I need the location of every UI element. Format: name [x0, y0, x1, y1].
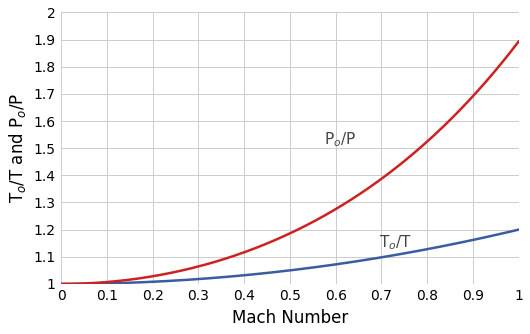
Text: T$_o$/T: T$_o$/T: [379, 233, 412, 252]
Text: P$_o$/P: P$_o$/P: [324, 130, 357, 149]
X-axis label: Mach Number: Mach Number: [232, 309, 348, 327]
Y-axis label: T$_o$/T and P$_o$/P: T$_o$/T and P$_o$/P: [7, 93, 28, 203]
